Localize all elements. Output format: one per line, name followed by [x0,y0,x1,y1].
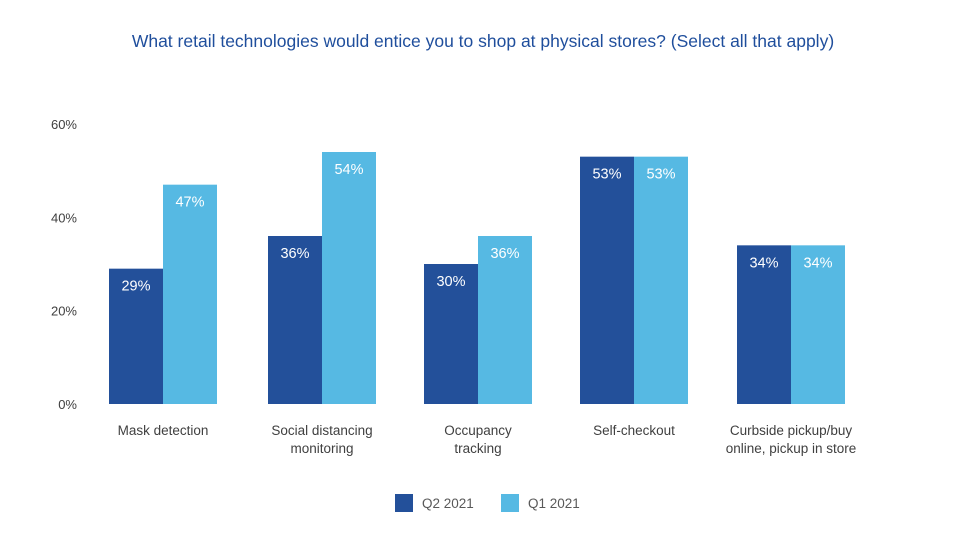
bar [322,152,376,404]
legend-swatch [395,494,413,512]
bar [424,264,478,404]
category-label: Self-checkout [593,423,675,438]
data-label: 36% [490,246,519,262]
bar [478,236,532,404]
data-label: 54% [334,162,363,178]
chart-title: What retail technologies would entice yo… [131,31,835,51]
y-tick-label: 40% [51,210,77,225]
category-label: Mask detection [118,423,209,438]
category-label: Curbside pickup/buy online, pickup in sto… [726,423,857,456]
y-tick-label: 60% [51,117,77,132]
data-label: 47% [175,195,204,211]
bar [737,245,791,404]
y-tick-label: 20% [51,304,77,319]
bar [109,268,163,404]
data-label: 34% [749,255,778,271]
data-label: 53% [592,167,621,183]
legend-label: Q1 2021 [528,496,580,511]
data-label: 34% [803,255,832,271]
category-label: Occupancy tracking [444,423,512,456]
bar [268,236,322,404]
data-label: 30% [436,274,465,290]
legend-label: Q2 2021 [422,496,474,511]
bar [634,156,688,404]
data-label: 29% [121,279,150,295]
category-label: Social distancing monitoring [271,423,372,456]
bar [163,184,217,404]
data-label: 36% [280,246,309,262]
legend-swatch [501,494,519,512]
data-label: 53% [646,167,675,183]
y-tick-label: 0% [58,397,77,412]
bar [791,245,845,404]
bar [580,156,634,404]
